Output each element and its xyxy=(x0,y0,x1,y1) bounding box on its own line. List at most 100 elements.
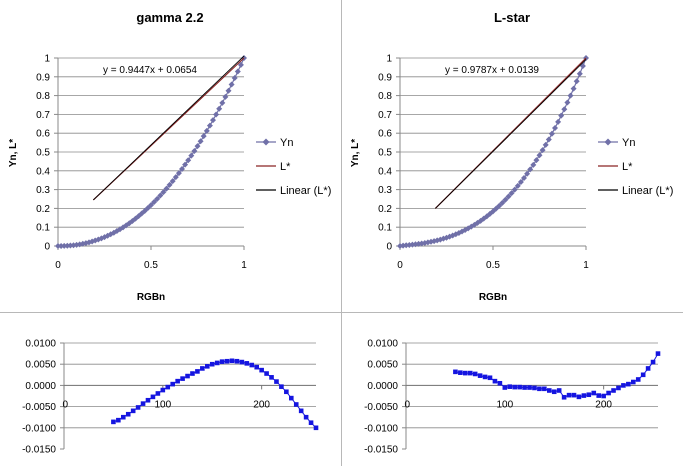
residual-point xyxy=(175,378,180,384)
residual-point xyxy=(467,370,473,376)
residual-point xyxy=(204,364,210,369)
residual-point xyxy=(472,371,478,377)
residual-point xyxy=(130,408,136,414)
residual-point xyxy=(185,373,190,379)
chart-lstar: L-star 0 0.1 0.2 0.3 0.4 0.5 0.6 0.7 0.8 0.9 1 0 0.5 1… xyxy=(350,10,673,303)
residual-point xyxy=(135,405,141,410)
yn-point xyxy=(182,161,189,168)
yn-point xyxy=(58,242,65,249)
y-tick-label: 0.6 xyxy=(36,129,50,140)
y-axis-label: Yn, L* xyxy=(8,139,19,167)
yn-point xyxy=(564,99,571,106)
yn-point xyxy=(539,147,546,154)
residual-point xyxy=(224,358,230,364)
residual-point xyxy=(254,364,260,370)
trendline-equation: y = 0.9787x + 0.0139 xyxy=(445,65,539,76)
residual-point xyxy=(160,387,166,393)
y-tick-label: -0.0050 xyxy=(22,402,56,413)
residual-point xyxy=(630,379,636,385)
yn-point xyxy=(462,227,469,234)
residual-point xyxy=(532,385,537,391)
yn-point xyxy=(567,92,574,99)
residual-point xyxy=(487,375,493,381)
yn-point xyxy=(561,106,568,113)
residual-point xyxy=(209,361,215,367)
yn-point xyxy=(210,117,216,124)
chart-gamma-residual: -0.0150 -0.0100 -0.0050 0.0000 0.0050 0.0100 0… xyxy=(22,339,319,456)
x-tick-label: 100 xyxy=(496,399,513,410)
y-tick-label: 0.4 xyxy=(378,166,392,177)
residual-line xyxy=(113,360,317,429)
residual-point xyxy=(165,384,171,390)
residual-point xyxy=(279,384,284,389)
yn-point xyxy=(237,61,244,68)
yn-point xyxy=(154,195,161,202)
yn-point xyxy=(446,233,453,240)
x-tick-label: 1 xyxy=(583,260,589,271)
residual-point xyxy=(274,379,279,384)
chart-gamma-residual-panel: -0.0150 -0.0100 -0.0050 0.0000 0.0050 0.0100 0… xyxy=(0,313,341,471)
residual-point xyxy=(581,393,587,398)
legend-marker xyxy=(262,138,270,146)
yn-point xyxy=(508,190,515,197)
x-tick-label: 0 xyxy=(62,399,68,410)
residual-point xyxy=(200,366,205,371)
yn-point xyxy=(499,199,506,206)
yn-point xyxy=(203,127,210,134)
residual-point xyxy=(453,369,458,375)
residual-point xyxy=(116,417,121,423)
yn-point xyxy=(480,215,487,222)
yn-point xyxy=(216,105,223,112)
residual-point xyxy=(542,386,547,392)
residual-point xyxy=(293,402,299,407)
residual-point xyxy=(458,370,463,375)
residual-point xyxy=(269,375,274,380)
residual-point xyxy=(566,392,572,398)
chart-gamma: gamma 2.2 0 0.1 0.2 0.3 0.4 0.5 0.6 0.7 0.8 0.9 1 0 0… xyxy=(8,10,331,303)
residual-point xyxy=(288,395,294,401)
residual-point xyxy=(244,361,250,366)
legend-label: Yn xyxy=(280,137,293,149)
yn-point xyxy=(144,205,151,212)
y-tick-label: 0.5 xyxy=(378,148,392,159)
legend-marker xyxy=(604,138,612,146)
y-tick-label: 0 xyxy=(386,242,392,253)
x-tick-label: 200 xyxy=(595,399,612,410)
residual-point xyxy=(155,391,161,396)
residual-point xyxy=(621,383,626,388)
yn-point xyxy=(511,186,518,193)
yn-point xyxy=(514,182,521,189)
yn-point xyxy=(573,78,580,85)
yn-point xyxy=(200,133,207,140)
residual-point xyxy=(239,359,245,365)
chart-lstar-residual: -0.0150 -0.0100 -0.0050 0.0000 0.0050 0.0100 0… xyxy=(364,339,661,456)
residual-point xyxy=(635,377,641,382)
residual-point xyxy=(616,385,621,391)
y-tick-label: 0.2 xyxy=(378,204,392,215)
residual-point xyxy=(170,381,176,387)
yn-point xyxy=(536,152,543,159)
y-tick-label: 0.7 xyxy=(36,110,50,121)
residual-point xyxy=(284,389,289,395)
yn-point xyxy=(576,70,583,77)
yn-point xyxy=(496,202,503,209)
yn-point xyxy=(166,181,173,188)
residual-point xyxy=(259,367,264,373)
legend-label: Linear (L*) xyxy=(280,185,331,197)
residual-point xyxy=(611,388,616,393)
y-tick-label: 0.6 xyxy=(378,129,392,140)
trendline-equation: y = 0.9447x + 0.0654 xyxy=(103,65,197,76)
residual-point xyxy=(576,394,582,400)
residual-point xyxy=(120,414,126,420)
residual-point xyxy=(264,371,269,376)
y-tick-label: 0.3 xyxy=(36,185,50,196)
yn-point xyxy=(185,157,192,164)
y-tick-label: 0.0100 xyxy=(25,339,56,350)
residual-point xyxy=(601,393,606,399)
x-tick-label: 0.5 xyxy=(144,260,158,271)
yn-point xyxy=(555,118,562,125)
y-tick-label: 0.7 xyxy=(378,110,392,121)
yn-point xyxy=(213,111,220,118)
y-tick-label: 0.3 xyxy=(378,185,392,196)
yn-point xyxy=(157,192,164,199)
